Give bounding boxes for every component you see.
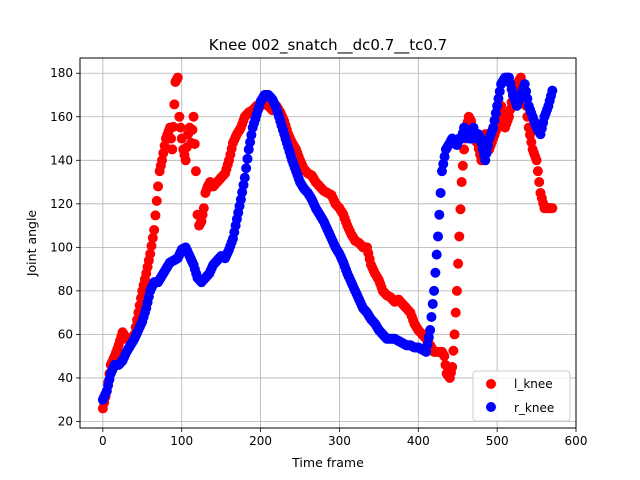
data-point-l_knee xyxy=(168,121,179,132)
data-point-l_knee xyxy=(454,231,465,242)
legend-marker-l-knee xyxy=(486,379,496,389)
data-point-l_knee xyxy=(153,181,164,192)
data-point-l_knee xyxy=(151,195,162,206)
data-point-r_knee xyxy=(425,325,436,336)
data-point-r_knee xyxy=(426,312,437,322)
data-point-r_knee xyxy=(433,231,444,242)
data-point-r_knee xyxy=(239,172,250,183)
data-point-l_knee xyxy=(167,144,178,155)
y-tick-label: 80 xyxy=(58,284,73,298)
y-tick-label: 20 xyxy=(58,414,73,428)
data-point-l_knee xyxy=(531,155,542,166)
x-axis-label: Time frame xyxy=(291,455,364,470)
x-tick-label: 200 xyxy=(249,434,272,448)
data-point-l_knee xyxy=(439,351,450,362)
y-tick-label: 120 xyxy=(50,197,73,211)
y-axis-label: Joint angle xyxy=(24,210,39,278)
data-point-l_knee xyxy=(147,232,158,243)
data-point-l_knee xyxy=(174,111,185,122)
data-point-r_knee xyxy=(430,267,441,278)
data-point-l_knee xyxy=(456,177,467,188)
data-point-l_knee xyxy=(448,345,459,356)
legend-label-r-knee: r_knee xyxy=(514,401,554,415)
data-point-l_knee xyxy=(172,72,183,83)
x-tick-label: 0 xyxy=(99,434,107,448)
data-point-r_knee xyxy=(241,163,252,174)
x-tick-label: 300 xyxy=(328,434,351,448)
data-point-l_knee xyxy=(180,155,191,166)
data-point-l_knee xyxy=(453,258,464,269)
x-tick-label: 500 xyxy=(486,434,509,448)
data-point-l_knee xyxy=(146,240,157,251)
axes-frame xyxy=(79,57,577,429)
data-point-l_knee xyxy=(457,160,468,171)
data-point-l_knee xyxy=(547,203,558,214)
y-tick-label: 140 xyxy=(50,153,73,167)
data-point-l_knee xyxy=(198,203,209,214)
data-point-r_knee xyxy=(427,298,438,309)
grid xyxy=(80,58,577,428)
data-point-l_knee xyxy=(447,362,458,373)
x-tick-label: 600 xyxy=(565,434,588,448)
series-r_knee xyxy=(97,72,558,405)
y-tick-label: 100 xyxy=(50,240,73,254)
data-point-l_knee xyxy=(455,204,466,215)
y-tick-label: 180 xyxy=(50,66,73,80)
data-point-l_knee xyxy=(451,285,462,296)
x-tick-label: 100 xyxy=(170,434,193,448)
data-point-l_knee xyxy=(175,122,186,133)
y-tick-label: 60 xyxy=(58,327,73,341)
data-point-l_knee xyxy=(149,224,160,235)
data-point-r_knee xyxy=(435,187,446,198)
data-point-r_knee xyxy=(434,209,445,220)
data-point-l_knee xyxy=(449,329,460,340)
x-tick-label: 400 xyxy=(407,434,430,448)
data-point-l_knee xyxy=(145,248,156,259)
y-tick-label: 40 xyxy=(58,371,73,385)
data-point-l_knee xyxy=(532,166,543,177)
plot-area xyxy=(97,72,558,414)
legend-box xyxy=(472,370,571,422)
data-point-l_knee xyxy=(189,138,200,149)
data-point-l_knee xyxy=(188,111,199,122)
data-point-r_knee xyxy=(547,85,558,96)
data-point-l_knee xyxy=(187,124,198,135)
legend-marker-r-knee xyxy=(486,402,496,412)
legend-label-l-knee: l_knee xyxy=(514,377,553,391)
data-point-l_knee xyxy=(166,133,177,144)
data-point-r_knee xyxy=(242,153,253,164)
data-point-r_knee xyxy=(431,249,442,260)
chart-title: Knee 002_snatch__dc0.7__tc0.7 xyxy=(209,36,447,55)
y-tick-label: 160 xyxy=(50,110,73,124)
data-point-l_knee xyxy=(450,307,461,318)
ticks: 0 100 200 300 400 500 600 20 40 60 80 100 120 140 160 1… xyxy=(50,66,587,448)
data-point-l_knee xyxy=(150,210,161,221)
legend: l_knee r_knee xyxy=(472,370,571,422)
data-point-r_knee xyxy=(429,285,440,296)
data-point-l_knee xyxy=(534,177,545,188)
data-point-l_knee xyxy=(169,99,180,110)
data-point-l_knee xyxy=(190,166,201,177)
